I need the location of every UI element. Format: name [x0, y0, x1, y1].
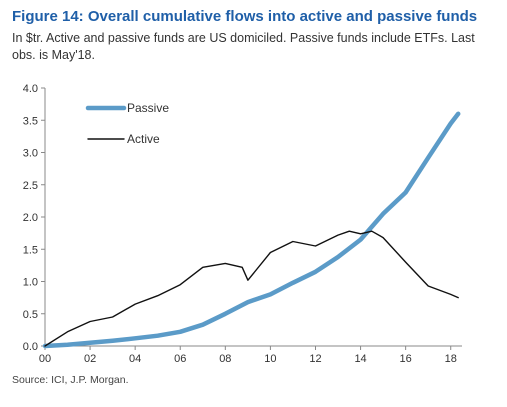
chart-legend: Passive Active: [85, 101, 169, 146]
series-line-active: [44, 230, 459, 347]
x-tick-label: 02: [84, 353, 96, 365]
chart-title: Figure 14: Overall cumulative flows into…: [12, 8, 478, 25]
legend-label-passive: Passive: [127, 101, 169, 115]
y-tick-label: 3.0: [23, 148, 38, 160]
x-tick-label: 08: [219, 353, 231, 365]
y-tick-label: 2.5: [23, 180, 38, 192]
x-tick-label: 10: [264, 353, 276, 365]
x-tick-label: 16: [400, 353, 412, 365]
chart-subtitle: In $tr. Active and passive funds are US …: [12, 31, 475, 62]
series-line-passive: [42, 111, 461, 349]
x-tick-label: 12: [309, 353, 321, 365]
x-tick-label: 06: [174, 353, 186, 365]
chart-series: [42, 111, 461, 349]
y-tick-label: 2.0: [23, 212, 38, 224]
chart-axes: 0.0 0.5 1.0 1.5 2.0 2.5 3.0 3.5 4.0 00 02 04 06 08 10 1…: [23, 83, 462, 365]
x-tick-label: 18: [445, 353, 457, 365]
y-tick-label: 1.5: [23, 244, 38, 256]
chart-source: Source: ICI, J.P. Morgan.: [12, 374, 129, 386]
y-tick-label: 1.0: [23, 277, 38, 289]
y-tick-label: 3.5: [23, 115, 38, 127]
x-tick-label: 04: [129, 353, 141, 365]
x-tick-label: 00: [39, 353, 51, 365]
legend-label-active: Active: [127, 132, 160, 146]
x-tick-label: 14: [354, 353, 366, 365]
y-tick-label: 0.0: [23, 341, 38, 353]
y-tick-label: 4.0: [23, 83, 38, 95]
y-tick-label: 0.5: [23, 309, 38, 321]
